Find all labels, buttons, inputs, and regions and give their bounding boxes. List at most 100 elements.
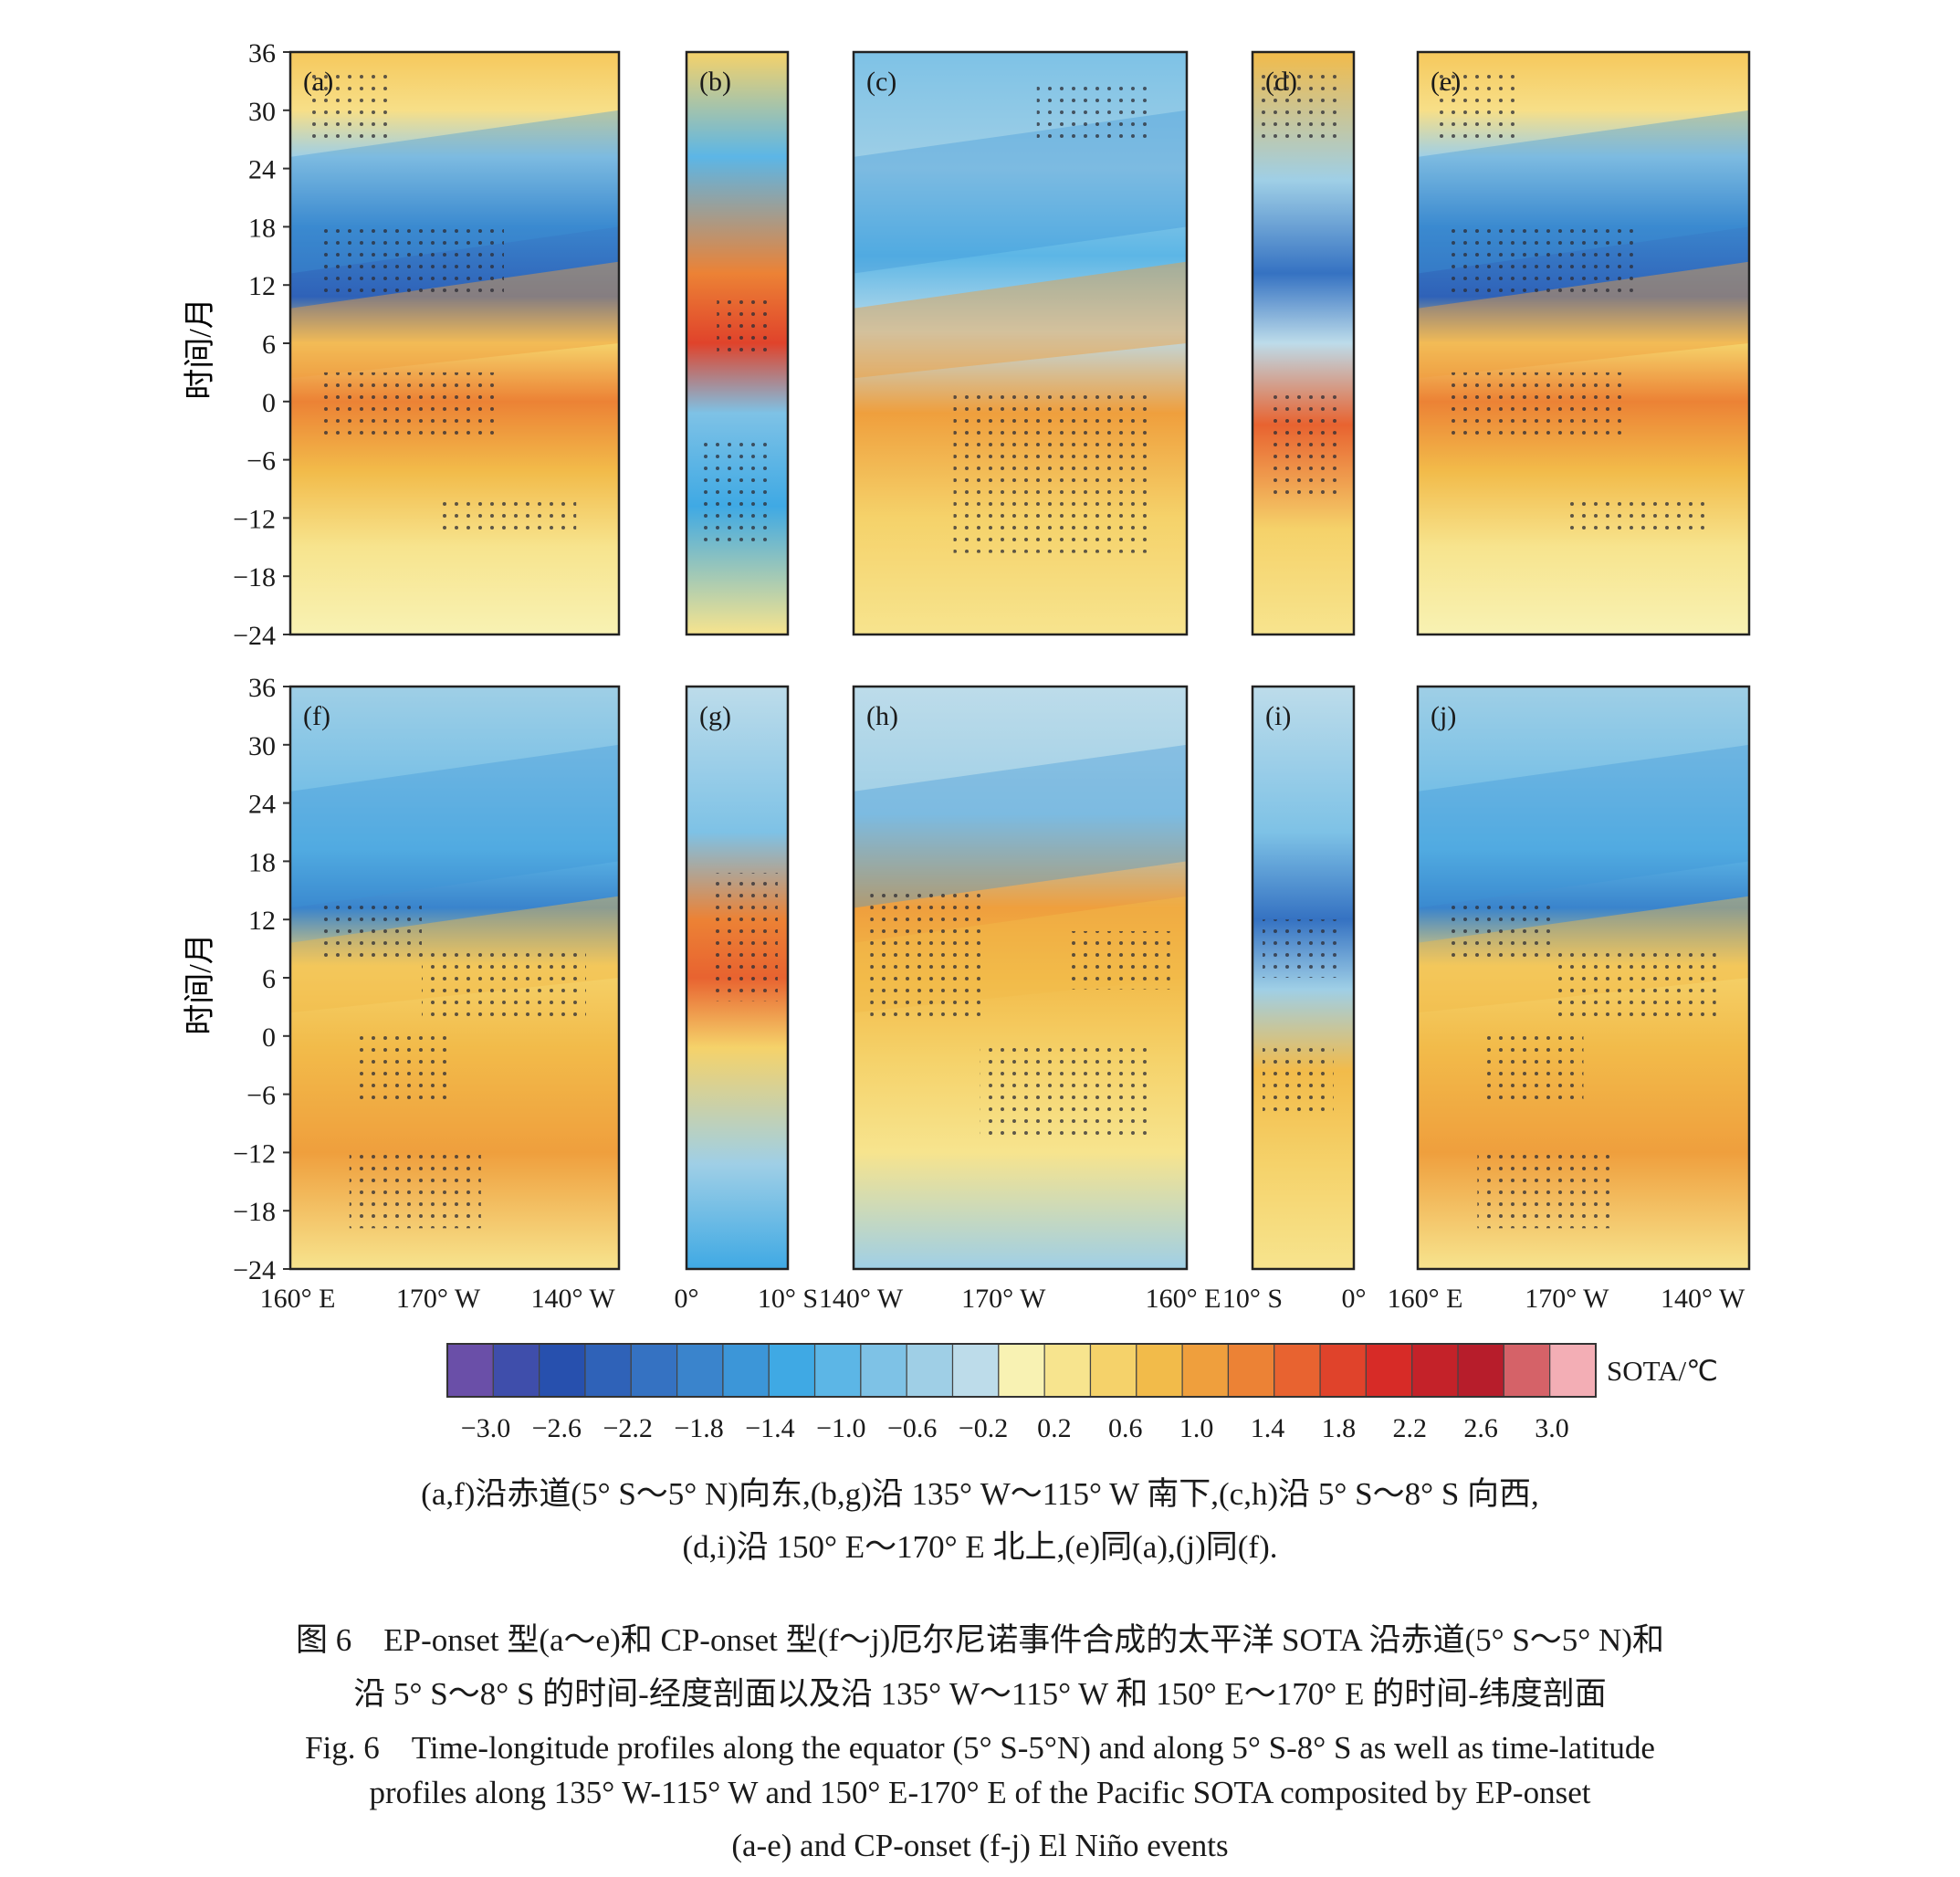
- panel-j: (j): [1416, 685, 1751, 1271]
- panel-f: (f): [288, 685, 621, 1271]
- panel-c: (c): [852, 50, 1189, 636]
- colorbar-swatch: [1319, 1343, 1367, 1398]
- figure-6: 时间/月 时间/月 36 30 24 18 12 6 0 −6 −12 −18 −24 (a) (b) (…: [183, 38, 1751, 1443]
- row2-panels: 36 30 24 18 12 6 0 −6 −12 −18 −24 (f) (g) (h) (i) (j): [233, 673, 1751, 1285]
- colorbar-swatch: [1273, 1343, 1321, 1398]
- figure-caption-en-1: Fig. 6 Time-longitude profiles along the…: [305, 1730, 1655, 1766]
- y-axis-label-row1: 时间/月: [183, 298, 217, 399]
- panel-label: (b): [699, 67, 731, 97]
- colorbar-tick-label: −1.0: [816, 1413, 865, 1443]
- y-tick-label: 36: [248, 673, 276, 703]
- subcaption-line-2: (d,i)沿 150° E～170° E 北上,(e)同(a),(j)同(f).: [682, 1529, 1278, 1565]
- y-tick-label: 18: [248, 847, 276, 877]
- panel-g: (g): [685, 685, 790, 1271]
- colorbar-tick-label: 2.6: [1463, 1413, 1498, 1443]
- colorbar-swatch: [676, 1343, 724, 1398]
- colorbar-swatch: [860, 1343, 907, 1398]
- colorbar-swatch: [1503, 1343, 1551, 1398]
- y-tick-label: −6: [246, 1081, 276, 1111]
- y-tick-label: −12: [233, 1138, 276, 1169]
- colorbar-label: SOTA/℃: [1607, 1355, 1718, 1387]
- panel-b: (b): [685, 50, 790, 636]
- colorbar-tick-label: 1.8: [1322, 1413, 1357, 1443]
- colorbar-tick-label: 1.0: [1179, 1413, 1214, 1443]
- colorbar-swatch: [722, 1343, 770, 1398]
- y-axis-label-row2: 时间/月: [183, 933, 217, 1034]
- panel-i: (i): [1251, 685, 1356, 1271]
- x-tick-label: 160° E: [1388, 1284, 1463, 1314]
- y-tick-label: 36: [248, 38, 276, 68]
- y-tick-label: 24: [248, 790, 276, 820]
- colorbar-swatch: [1089, 1343, 1137, 1398]
- x-tick-label: 160° E: [260, 1284, 336, 1314]
- colorbar-swatch: [951, 1343, 1000, 1398]
- colorbar-swatch: [1411, 1343, 1459, 1398]
- x-tick-label: 0°: [1342, 1284, 1367, 1314]
- colorbar-tick-label: 3.0: [1535, 1413, 1569, 1443]
- y-tick-label: 30: [248, 97, 276, 127]
- y-tick-label: 18: [248, 213, 276, 243]
- colorbar-swatch: [1227, 1343, 1275, 1398]
- colorbar-tick-label: −0.6: [887, 1413, 937, 1443]
- colorbar-swatch: [1181, 1343, 1230, 1398]
- colorbar-swatch: [906, 1343, 954, 1398]
- panel-label: (g): [699, 701, 731, 731]
- y-tick-label: 12: [248, 271, 276, 301]
- panel-a: (a): [288, 50, 621, 636]
- colorbar-tick-label: −0.2: [959, 1413, 1008, 1443]
- panel-label: (f): [303, 701, 330, 731]
- x-tick-label: 170° W: [961, 1284, 1046, 1314]
- x-tick-label: 170° W: [396, 1284, 481, 1314]
- colorbar-tick-label: −2.2: [603, 1413, 653, 1443]
- colorbar-tick-label: 0.6: [1108, 1413, 1143, 1443]
- colorbar-tick-label: 0.2: [1037, 1413, 1072, 1443]
- y-tick-label: 6: [262, 964, 276, 994]
- panel-label: (d): [1265, 67, 1297, 97]
- y-tick-label: −24: [233, 621, 276, 651]
- panel-label: (i): [1265, 701, 1291, 731]
- colorbar-swatch: [630, 1343, 678, 1398]
- figure-caption-en-3: (a-e) and CP-onset (f-j) El Niño events: [731, 1828, 1229, 1863]
- colorbar-swatch: [1365, 1343, 1413, 1398]
- colorbar-tick-label: −1.8: [674, 1413, 723, 1443]
- colorbar-swatch: [768, 1343, 816, 1398]
- panel-label: (c): [866, 67, 896, 97]
- colorbar-tick-label: −3.0: [461, 1413, 510, 1443]
- panel-label: (j): [1431, 701, 1456, 731]
- x-tick-label: 170° W: [1525, 1284, 1609, 1314]
- x-tick-label: 140° W: [1661, 1284, 1745, 1314]
- y-tick-label: −18: [233, 562, 276, 592]
- panel-e: (e): [1416, 50, 1751, 636]
- y-tick-label: 30: [248, 731, 276, 761]
- y-tick-label: −18: [233, 1197, 276, 1227]
- colorbar-tick-label: −2.6: [532, 1413, 582, 1443]
- y-tick-label: 0: [262, 388, 276, 418]
- x-tick-label: 160° E: [1146, 1284, 1221, 1314]
- y-tick-label: −24: [233, 1255, 276, 1285]
- panel-d: (d): [1251, 50, 1356, 636]
- colorbar-swatch: [539, 1343, 586, 1398]
- colorbar-tick-label: −1.4: [745, 1413, 794, 1443]
- panel-h: (h): [852, 685, 1189, 1271]
- subcaption-line-1: (a,f)沿赤道(5° S～5° N)向东,(b,g)沿 135° W～115°…: [421, 1476, 1539, 1512]
- y-tick-label: 24: [248, 155, 276, 185]
- x-tick-label: 140° W: [819, 1284, 904, 1314]
- x-tick-labels: 160° E 170° W 140° W 0° 10° S 140° W 170° W 160…: [260, 1284, 1745, 1314]
- colorbar-swatch: [1549, 1343, 1597, 1398]
- x-tick-label: 10° S: [1222, 1284, 1283, 1314]
- panel-label: (h): [866, 701, 898, 731]
- figure-caption-cn-2: 沿 5° S～8° S 的时间-经度剖面以及沿 135° W～115° W 和 …: [353, 1676, 1607, 1712]
- x-tick-label: 140° W: [530, 1284, 615, 1314]
- colorbar-tick-label: 2.2: [1393, 1413, 1428, 1443]
- y-tick-label: 6: [262, 330, 276, 360]
- colorbar-swatch: [1043, 1343, 1092, 1398]
- figure-caption-en-2: profiles along 135° W-115° W and 150° E-…: [369, 1775, 1591, 1810]
- colorbar-swatch: [1136, 1343, 1183, 1398]
- y-tick-label: −12: [233, 504, 276, 534]
- colorbar-swatch: [584, 1343, 632, 1398]
- panel-label: (a): [303, 67, 333, 97]
- figure-caption-cn-1: 图 6 EP-onset 型(a～e)和 CP-onset 型(f～j)厄尔尼诺…: [295, 1622, 1664, 1658]
- y-tick-label: 0: [262, 1022, 276, 1053]
- colorbar-swatch: [1457, 1343, 1504, 1398]
- x-tick-label: 10° S: [758, 1284, 818, 1314]
